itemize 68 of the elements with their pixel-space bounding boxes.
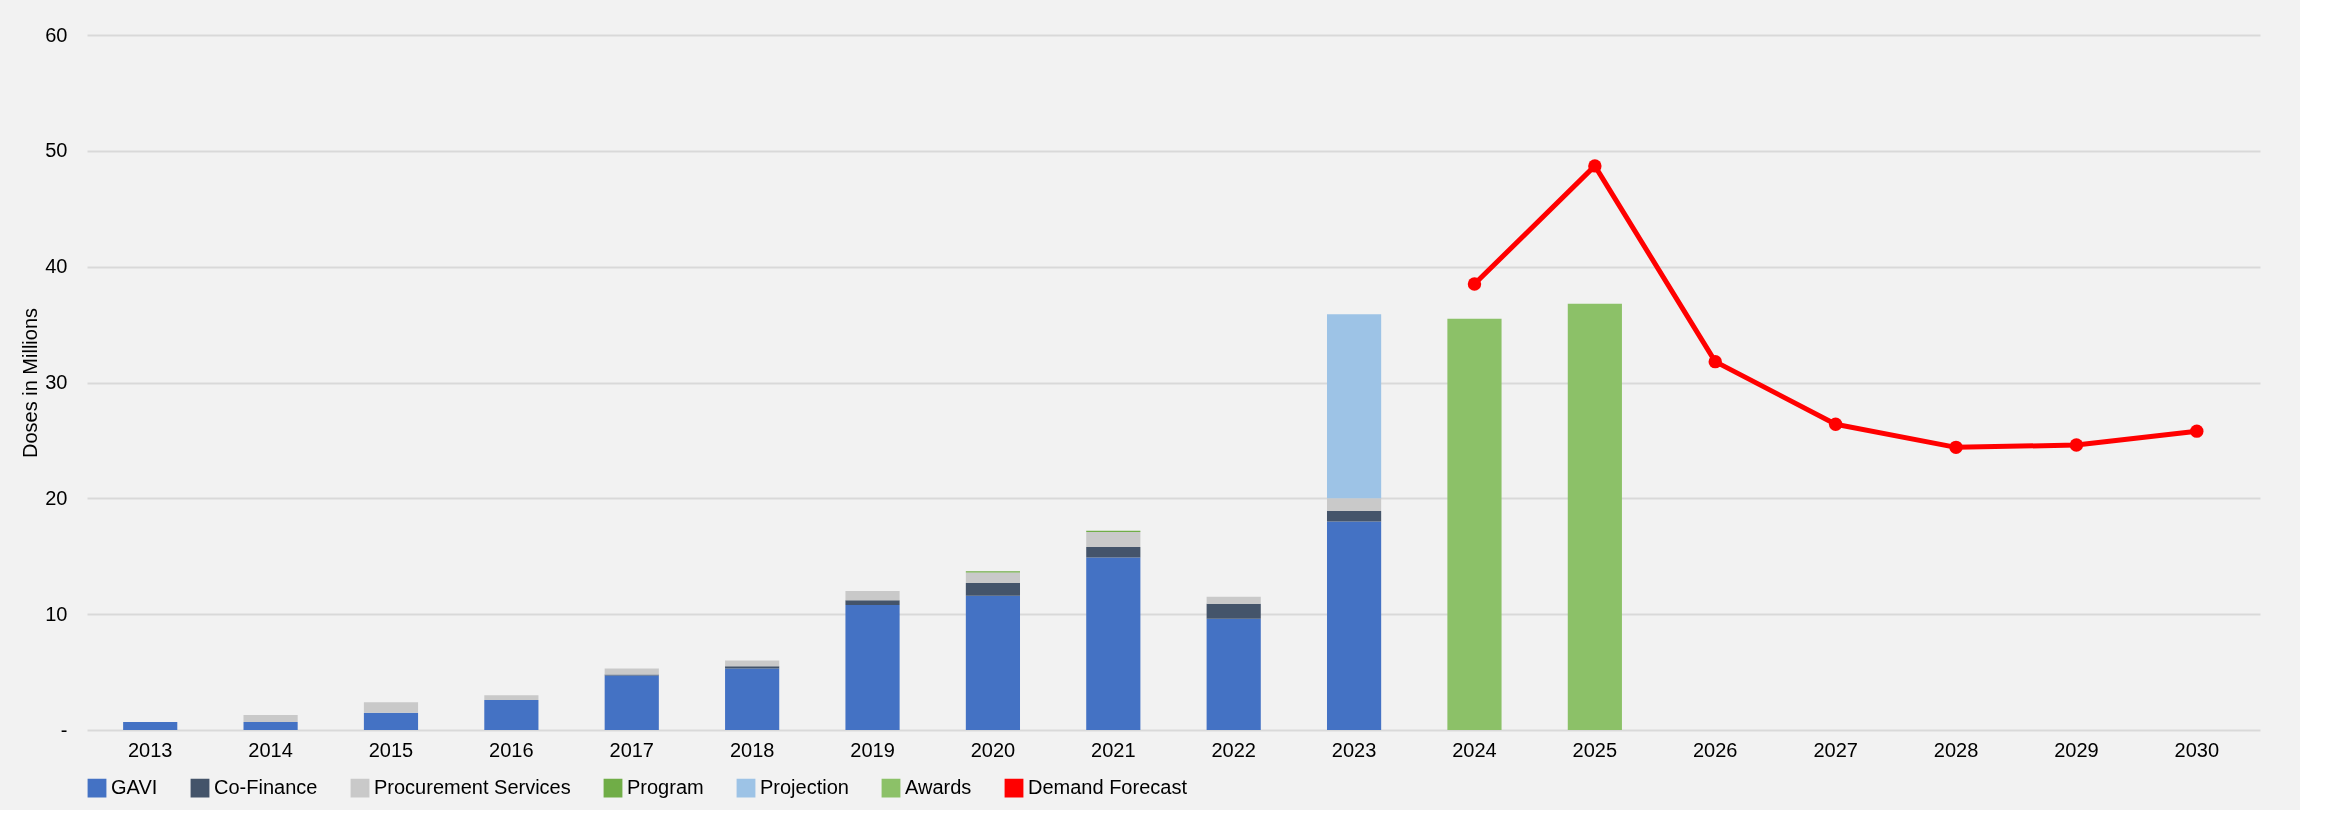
y-tick-label: 50 [45,139,68,162]
point [1949,440,1963,455]
bar [1206,596,1261,604]
y-axis-title: Doses in Millions [19,307,42,459]
bar [363,712,419,730]
x-tick-label: 2026 [1693,738,1738,761]
x-tick-label: 2023 [1331,738,1377,761]
point [1708,354,1722,369]
x-tick-label: 2024 [1452,738,1497,761]
legend-label: GAVI [111,776,158,799]
legend-label: Awards [905,776,972,799]
x-tick-label: 2015 [368,738,414,761]
point [2069,438,2084,452]
y-tick-label: 60 [45,23,68,46]
x-tick-label: 2014 [248,738,293,761]
x-tick-label: 2017 [609,738,654,761]
bar [1206,603,1261,619]
x-tick-label: 2022 [1211,738,1256,761]
bar [845,604,900,730]
x-tick-label: 2013 [127,738,173,761]
bar [1086,557,1141,730]
x-tick-label: 2025 [1572,738,1618,761]
bar [965,595,1021,730]
bar [1086,531,1141,547]
bar [1086,546,1141,558]
x-tick-label: 2018 [729,738,775,761]
point [1588,159,1602,173]
bar [1326,314,1382,499]
y-tick-label: 30 [45,371,68,393]
x-tick-label: 2016 [489,738,534,761]
y-tick-label: 10 [45,602,68,625]
bar [243,721,298,730]
bar [845,600,900,605]
x-tick-label: 2028 [1933,738,1979,761]
bar [1567,303,1622,730]
x-tick-label: 2021 [1091,738,1136,761]
point [2190,424,2204,438]
legend-label: Co-Finance [214,776,318,799]
x-tick-label: 2029 [2054,738,2099,761]
bar [363,702,419,713]
y-tick-label: 40 [45,255,68,278]
bar [1326,498,1382,512]
bar [965,582,1021,596]
legend-label: Projection [760,776,849,799]
bar [123,721,178,730]
x-tick-label: 2030 [2174,738,2220,761]
bar [845,591,900,601]
x-tick-label: 2020 [970,738,1016,761]
bar [484,699,539,730]
bar [725,668,780,730]
legend-label: Program [627,776,704,799]
bar [1326,511,1382,522]
legend-label: Procurement Services [374,776,571,799]
bar [965,572,1021,583]
x-tick-label: 2019 [850,738,895,761]
bar [243,714,298,722]
bar [604,675,659,730]
bar [1206,618,1261,730]
bar [1447,318,1502,730]
bar [725,666,780,669]
point [1467,277,1482,291]
y-tick-label: 20 [45,486,68,509]
bar [1326,521,1382,730]
point [1828,417,1843,431]
legend-label: Demand Forecast [1028,776,1188,799]
x-tick-label: 2027 [1813,738,1858,761]
bar [484,695,539,700]
y-tick-label: - [60,718,68,741]
